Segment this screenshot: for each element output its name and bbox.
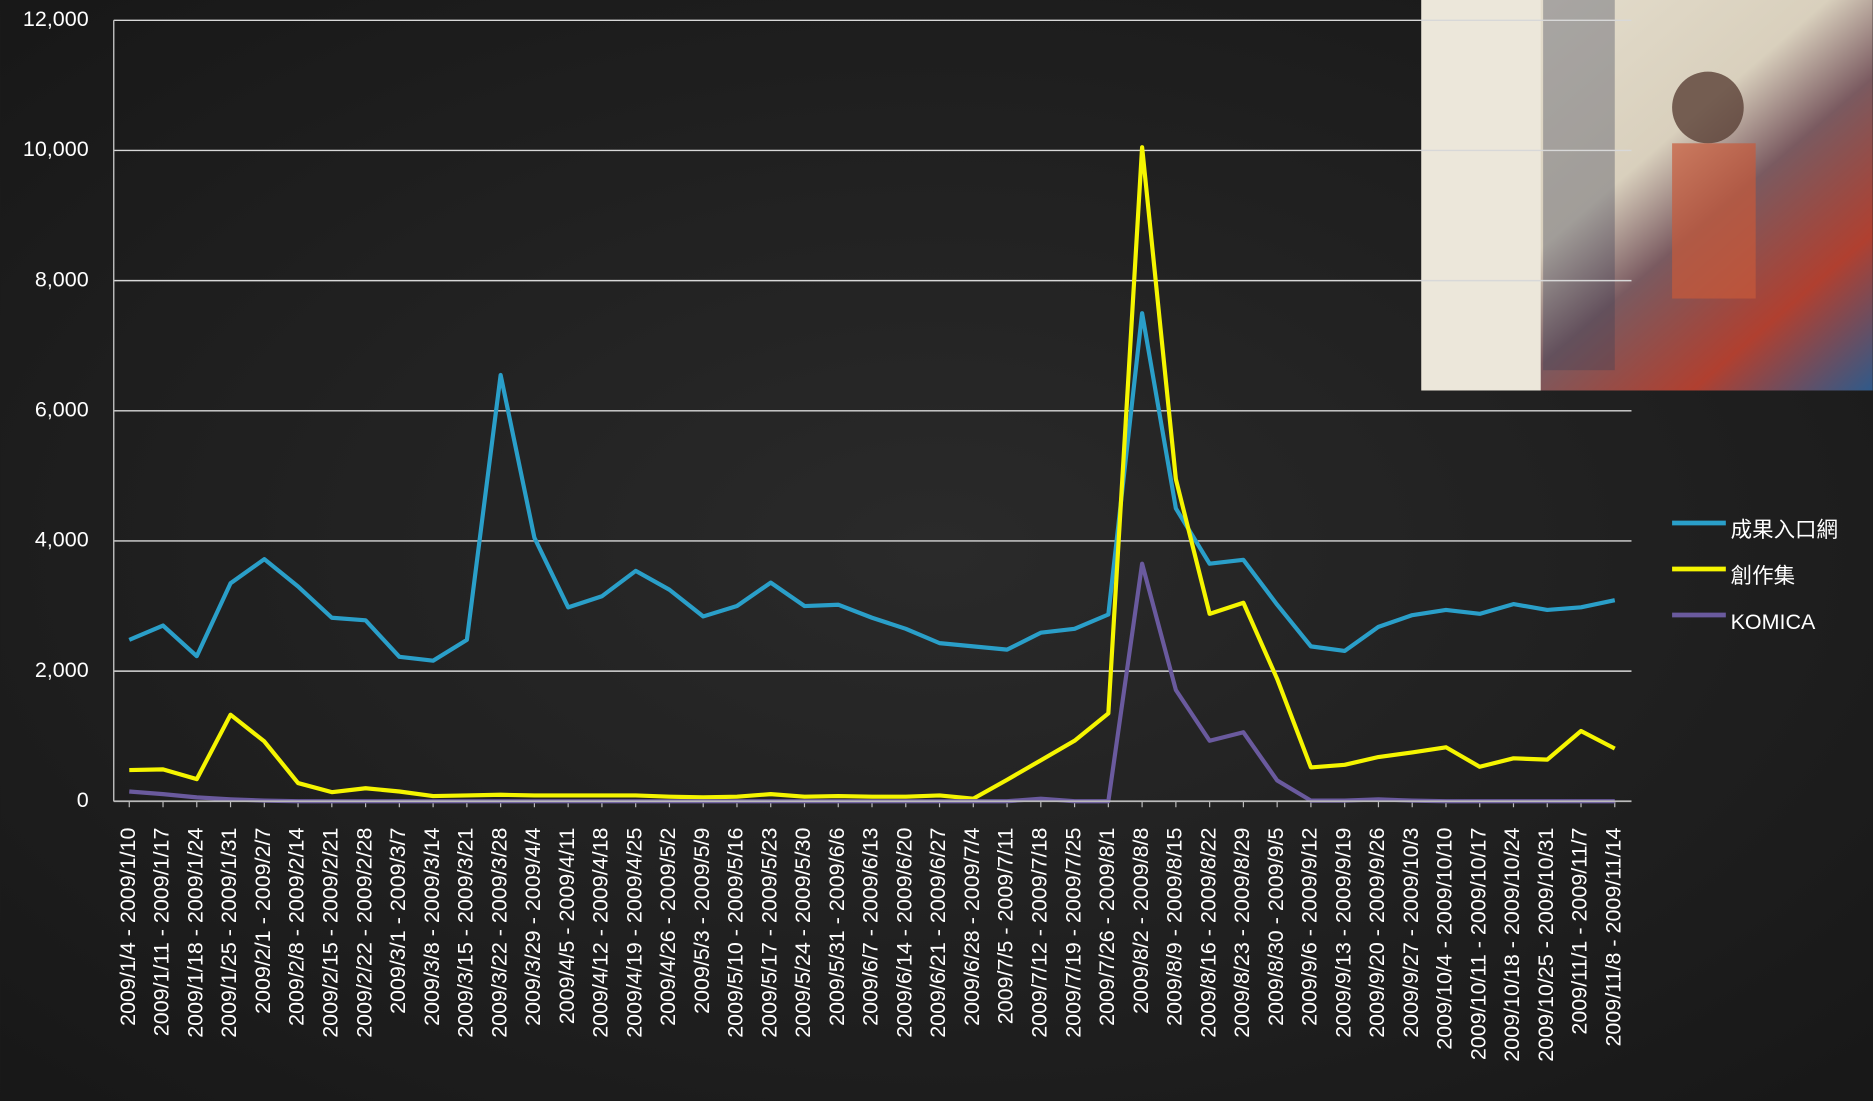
legend-label: KOMICA: [1731, 610, 1816, 634]
series-line: [128, 311, 1616, 663]
x-tick-label: 2009/9/27 - 2009/10/3: [1399, 828, 1423, 1038]
x-tick-label: 2009/10/25 - 2009/10/31: [1534, 828, 1558, 1062]
x-tick-label: 2009/5/10 - 2009/5/16: [724, 828, 748, 1038]
x-tick-label: 2009/5/3 - 2009/5/9: [690, 828, 714, 1014]
x-tick-label: 2009/3/15 - 2009/3/21: [454, 828, 478, 1038]
x-tick-label: 2009/11/1 - 2009/11/7: [1568, 828, 1592, 1035]
y-tick-label: 10,000: [23, 137, 89, 161]
x-tick-label: 2009/8/9 - 2009/8/15: [1163, 828, 1187, 1026]
x-tick-label: 2009/1/18 - 2009/1/24: [183, 827, 207, 1037]
x-tick-label: 2009/5/24 - 2009/5/30: [791, 827, 815, 1037]
x-tick-label: 2009/3/8 - 2009/3/14: [420, 828, 444, 1026]
x-tick-label: 2009/3/29 - 2009/4/4: [521, 828, 545, 1026]
x-tick-label: 2009/4/5 - 2009/4/11: [555, 828, 579, 1025]
y-tick-label: 0: [77, 788, 89, 812]
x-tick-label: 2009/2/1 - 2009/2/7: [251, 828, 275, 1014]
x-tick-label: 2009/10/11 - 2009/10/17: [1466, 828, 1490, 1061]
series-line: [129, 145, 1616, 801]
x-tick-label: 2009/8/23 - 2009/8/29: [1230, 828, 1254, 1038]
x-tick-label: 2009/7/19 - 2009/7/25: [1061, 827, 1085, 1037]
x-tick-label: 2009/2/22 - 2009/2/28: [352, 827, 376, 1037]
x-tick-label: 2009/2/15 - 2009/2/21: [319, 828, 343, 1038]
plot-area: 0 2,000 4,000 6,000 8,000 10,000 12,000 2009/1/…: [23, 7, 1838, 1062]
x-tick-label: 2009/8/30 - 2009/9/5: [1264, 828, 1288, 1026]
x-tick-label: 2009/6/28 - 2009/7/4: [960, 828, 984, 1026]
x-tick-label: 2009/4/19 - 2009/4/25: [622, 827, 646, 1037]
y-tick-label: 12,000: [23, 7, 89, 31]
y-tick-label: 4,000: [35, 528, 89, 552]
x-tick-label: 2009/1/25 - 2009/1/31: [217, 828, 241, 1038]
x-tick-label: 2009/8/16 - 2009/8/22: [1196, 828, 1220, 1038]
x-tick-label: 2009/3/22 - 2009/3/28: [487, 827, 511, 1037]
x-tick-label: 2009/9/6 - 2009/9/12: [1298, 828, 1322, 1026]
x-tick-label: 2009/2/8 - 2009/2/14: [285, 828, 309, 1026]
x-tick-label: 2009/10/4 - 2009/10/10: [1433, 827, 1457, 1049]
y-tick-label: 8,000: [35, 267, 89, 291]
x-tick-label: 2009/3/1 - 2009/3/7: [386, 828, 410, 1014]
x-tick-label: 2009/5/31 - 2009/6/6: [825, 828, 849, 1026]
x-tick-label: 2009/6/14 - 2009/6/20: [892, 827, 916, 1037]
y-tick-label: 2,000: [35, 658, 89, 682]
x-tick-label: 2009/1/4 - 2009/1/10: [116, 828, 140, 1026]
x-tick-label: 2009/7/26 - 2009/8/1: [1095, 828, 1119, 1026]
x-tick-label: 2009/10/18 - 2009/10/24: [1500, 827, 1524, 1061]
x-tick-label: 2009/4/12 - 2009/4/18: [589, 827, 613, 1037]
legend-label: 成果入口網: [1731, 518, 1838, 542]
x-tick-label: 2009/7/5 - 2009/7/11: [994, 828, 1018, 1025]
x-tick-label: 2009/9/13 - 2009/9/19: [1331, 828, 1355, 1038]
book-cover: [1421, 0, 1873, 391]
x-tick-label: 2009/7/12 - 2009/7/18: [1027, 827, 1051, 1037]
x-tick-label: 2009/4/26 - 2009/5/2: [656, 828, 680, 1026]
x-tick-label: 2009/1/11 - 2009/1/17: [150, 828, 174, 1037]
y-tick-label: 6,000: [35, 397, 89, 421]
x-tick-label: 2009/9/20 - 2009/9/26: [1365, 828, 1389, 1038]
x-tick-label: 2009/5/17 - 2009/5/23: [757, 828, 781, 1038]
x-tick-label: 2009/6/21 - 2009/6/27: [926, 828, 950, 1038]
legend-label: 創作集: [1731, 564, 1795, 588]
x-tick-label: 2009/11/8 - 2009/11/14: [1601, 827, 1625, 1046]
x-tick-label: 2009/6/7 - 2009/6/13: [859, 828, 883, 1026]
x-tick-label: 2009/8/2 - 2009/8/8: [1129, 827, 1153, 1013]
